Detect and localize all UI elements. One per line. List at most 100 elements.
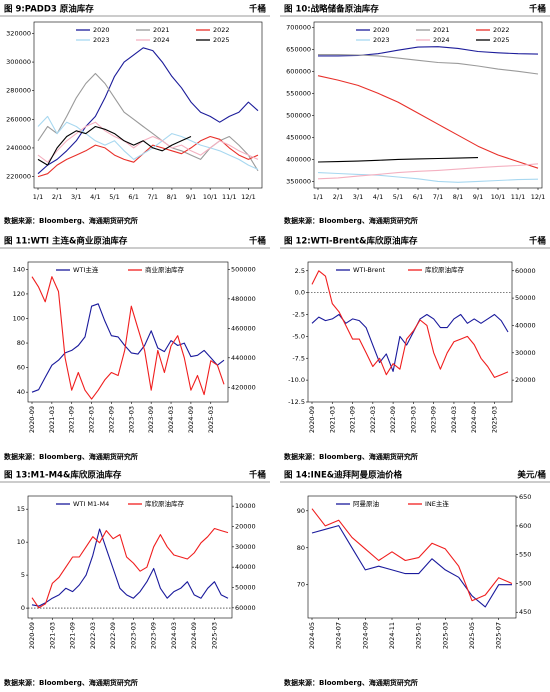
y2-tick-label: 30000 [235,543,256,551]
plot-frame [27,495,233,619]
chart-panel: 图 11:WTI 主连&商业原油库存 千桶数据来源：Bloomberg、海通期货研… [0,236,270,461]
series-line [37,115,259,170]
unit-label: 千桶 [529,4,546,15]
x-tick-label: 4/1 [373,193,383,201]
y2-tick-label: 480000 [231,295,256,303]
x-tick-label: 1/1 [33,193,43,201]
y-tick-label: 650000 [286,45,311,53]
y2-tick-label: 60000 [235,604,256,612]
y-tick-label: 10 [17,538,25,546]
source-note: 数据来源：Bloomberg、海通期货研究所 [4,678,138,687]
y-tick-label: 80 [297,544,305,552]
source-note: 数据来源：Bloomberg、海通期货研究所 [284,216,418,225]
y-tick-label: -10.0 [288,376,305,384]
y2-tick-label: 650 [519,493,531,501]
x-tick-label: 2024-11 [388,622,396,649]
unit-label: 美元/桶 [517,470,546,481]
y2-tick-label: 20000 [515,376,536,384]
x-tick-label: 9/1 [186,193,196,201]
y2-tick-label: 440000 [231,354,256,362]
y-tick-label: 0 [21,604,25,612]
legend-label: WTI主连 [73,265,99,274]
series-line [31,276,225,400]
chart-title: 图 9:PADD3 原油库存 [4,4,94,15]
legend-label: 2022 [213,26,230,34]
y2-tick-label: 10000 [235,502,256,510]
chart-title: 图 14:INE&迪拜阿曼原油价格 [284,470,403,481]
x-tick-label: 2023-09 [430,406,438,433]
y2-tick-label: 460000 [231,324,256,332]
y2-tick-label: 30000 [515,349,536,357]
plot-frame [313,21,543,189]
y2-tick-label: 50000 [235,584,256,592]
series-line [37,72,259,172]
series-line [31,528,229,607]
legend-label: 2021 [153,26,170,34]
x-tick-label: 2024-09 [361,622,369,649]
x-tick-label: 5/1 [109,193,119,201]
x-tick-label: 2024-07 [335,622,343,649]
y-tick-label: 2.5 [295,267,305,275]
unit-label: 千桶 [249,470,266,481]
plot-frame [27,261,229,403]
series-line [311,525,512,608]
x-tick-label: 7/1 [433,193,443,201]
y-tick-label: 700000 [286,23,311,31]
x-tick-label: 2023-03 [129,622,137,649]
x-tick-label: 7/1 [148,193,158,201]
plot-frame [33,21,263,189]
y-tick-label: 0.0 [295,289,305,297]
series-line [311,508,513,602]
chart-panel: 图 14:INE&迪拜阿曼原油价格 美元/桶数据来源：Bloomberg、海通期货… [280,470,550,687]
y2-tick-label: 20000 [235,523,256,531]
y-tick-label: 350000 [286,177,311,185]
y-tick-label: 400000 [286,155,311,163]
x-tick-label: 2020-09 [308,406,316,433]
legend-label: 2021 [433,26,450,34]
series-line [317,163,539,180]
x-tick-label: 5/1 [393,193,403,201]
x-tick-label: 2022-03 [88,406,96,433]
x-tick-label: 2024-09 [470,406,478,433]
x-tick-label: 2021-03 [48,622,56,649]
legend-label: INE主连 [425,499,449,508]
y-tick-label: 500000 [286,111,311,119]
x-tick-label: 2025-03 [441,622,449,649]
x-tick-label: 2024-09 [187,406,195,433]
y2-tick-label: 600 [519,522,531,530]
y2-tick-label: 550 [519,551,531,559]
x-tick-label: 2025-05 [468,622,476,649]
x-tick-label: 8/1 [453,193,463,201]
series-line [37,47,259,175]
x-tick-label: 2022-03 [89,622,97,649]
y-tick-label: 70 [297,581,305,589]
x-tick-label: 2022-09 [109,622,117,649]
x-tick-label: 2021-09 [69,622,77,649]
x-tick-label: 4/1 [90,193,100,201]
y-tick-label: -7.5 [292,354,305,362]
y2-tick-label: 450 [519,608,531,616]
y-tick-label: 320000 [6,29,31,37]
x-tick-label: 1/1 [313,193,323,201]
series-line [37,135,259,178]
y-tick-label: 280000 [6,87,31,95]
x-tick-label: 2021-09 [68,406,76,433]
source-note: 数据来源：Bloomberg、海通期货研究所 [284,678,418,687]
legend-label: WTI M1-M4 [73,500,109,508]
x-tick-label: 3/1 [71,193,81,201]
x-tick-label: 2023-03 [127,406,135,433]
y-tick-label: 550000 [286,89,311,97]
y-tick-label: -5.0 [292,332,305,340]
x-tick-label: 2020-09 [28,406,36,433]
chart-panel: 图 12:WTI-Brent&库欣原油库存 千桶数据来源：Bloomberg、海通… [280,236,550,461]
chart-title: 图 13:M1-M4&库欣原油库存 [4,470,122,481]
plot-frame [307,495,517,619]
x-tick-label: 10/1 [203,193,218,201]
series-line [311,313,509,372]
source-note: 数据来源：Bloomberg、海通期货研究所 [4,452,138,461]
legend-label: 2023 [373,36,390,44]
y-tick-label: 220000 [6,173,31,181]
plot-frame [307,261,513,403]
unit-label: 千桶 [249,4,266,15]
